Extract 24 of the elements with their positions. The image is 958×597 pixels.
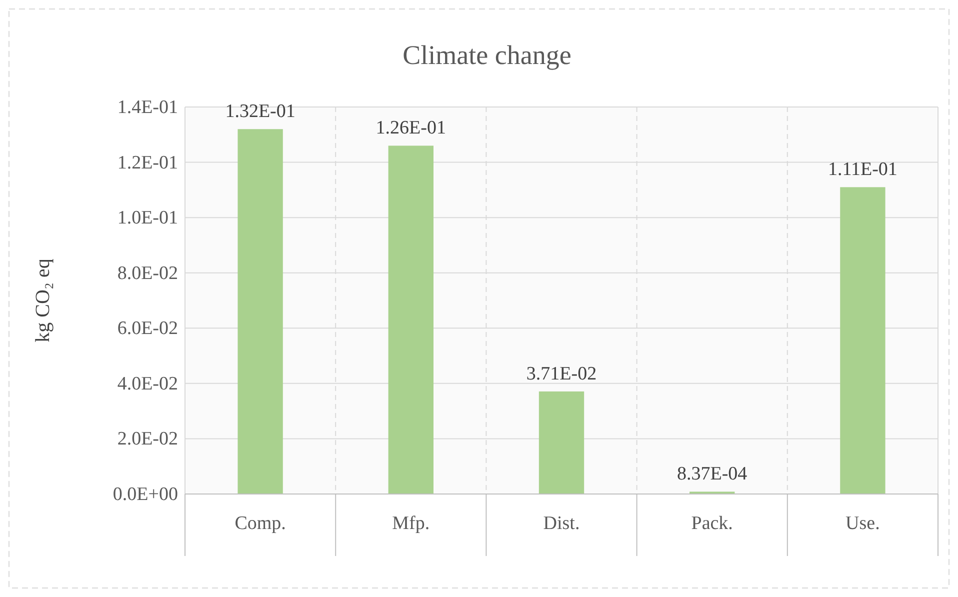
bar [388,146,434,494]
y-tick-label: 6.0E-02 [117,318,178,340]
x-tick-label: Use. [846,513,880,534]
bar [840,187,886,494]
y-tick-label: 1.2E-01 [117,152,178,174]
data-label: 1.26E-01 [376,118,446,139]
chart-title: Climate change [402,40,572,70]
x-tick-label: Comp. [234,513,286,534]
bar [238,129,283,494]
data-label: 1.11E-01 [828,159,898,180]
x-tick-label: Dist. [543,513,580,534]
y-axis-title: kg CO₂ eq [32,258,54,342]
x-tick-label: Pack. [691,513,733,534]
y-tick-label: 0.0E+00 [112,484,178,505]
data-label: 1.32E-01 [225,101,296,122]
y-tick-label: 1.4E-01 [117,97,178,118]
data-label: 3.71E-02 [526,363,597,384]
x-tick-label: Mfp. [392,513,430,534]
y-tick-label: 8.0E-02 [117,262,178,284]
bar [538,391,584,494]
y-tick-label: 1.0E-01 [117,208,178,229]
y-tick-label: 4.0E-02 [117,373,178,394]
y-tick-label: 2.0E-02 [117,428,178,450]
data-label: 8.37E-04 [677,464,748,485]
